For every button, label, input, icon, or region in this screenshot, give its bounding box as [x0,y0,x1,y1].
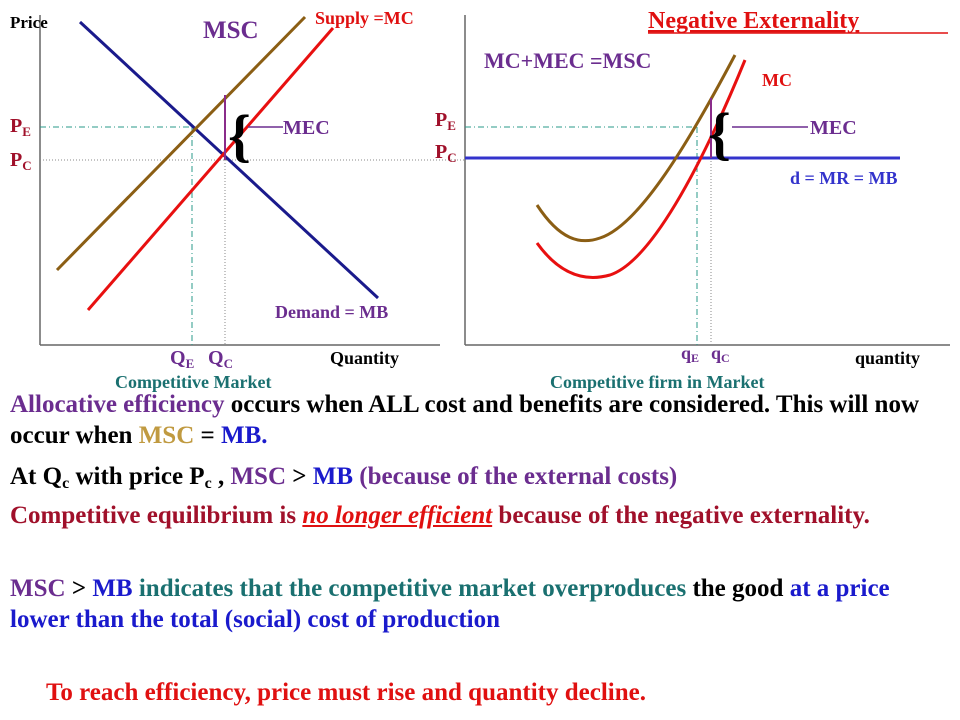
text: MSC [10,575,66,602]
text: no longer efficient [302,502,493,529]
text: with price P [69,463,205,490]
text: MB. [221,422,268,449]
diagrams: { Price MSC Supply =MC MEC Demand = MB P… [10,8,950,392]
text: occurs when ALL cost and benefits are co… [10,391,920,449]
text: MSC [138,422,195,449]
pc-label: PC [10,149,32,173]
mec-label: MEC [283,117,330,139]
text: At Q [10,463,63,490]
msc-line [55,15,307,272]
mc-label: MC [762,70,792,90]
text: at a price lower than the total (social)… [10,575,890,633]
text: Allocative efficiency [10,391,225,418]
subscript: c [204,475,212,492]
pe-label: PE [10,115,31,139]
demand-label: Demand = MB [275,302,388,322]
x-axis-label: Quantity [330,348,399,368]
x-axis-label: quantity [855,348,920,368]
text: because of the negative externality. [492,502,870,529]
paragraph: At Qc with price Pc , MSC > MB (because … [10,461,955,492]
qe-label: QE [170,347,194,371]
caption: Competitive firm in Market [550,372,764,392]
paragraph: Competitive equilibrium is no longer eff… [10,500,955,531]
text: = [194,422,222,449]
title: Negative Externality [648,8,859,34]
text: MB [92,575,133,602]
right-graph: { Negative Externality MC+MEC =MSC MC ME… [435,8,950,392]
supply-label: Supply =MC [315,8,414,28]
pc-label: PC [435,141,457,165]
brace: { [708,101,731,166]
left-graph: { Price MSC Supply =MC MEC Demand = MB P… [10,8,465,392]
pe-label: PE [435,109,456,133]
text: MSC [230,463,286,490]
demand-label: d = MR = MB [790,168,898,188]
qc-label: qC [711,343,730,365]
text: To reach efficiency, price must rise and… [46,679,646,706]
text: Competitive equilibrium is [10,502,303,529]
paragraph: Allocative efficiency occurs when ALL co… [10,389,955,451]
msc-label: MC+MEC =MSC [484,48,651,73]
msc-label: MSC [203,17,259,44]
caption: Competitive Market [115,372,271,392]
text: MB [312,463,354,490]
qe-label: qE [681,343,699,365]
y-axis-label: Price [10,13,48,32]
demand-line [78,20,380,300]
mec-label: MEC [810,117,857,139]
text: > [65,575,93,602]
subscript: c [62,475,70,492]
paragraph: MSC > MB indicates that the competitive … [10,573,955,635]
text: the good [686,575,790,602]
brace: { [228,103,251,168]
text: indicates that the competitive market ov… [132,575,687,602]
text: > [286,463,313,490]
supply-line [86,27,335,311]
text: , [211,463,231,490]
text: (because of the external costs) [353,463,678,490]
paragraph: To reach efficiency, price must rise and… [46,677,956,708]
qc-label: QC [208,347,233,371]
msc-curve [535,54,737,243]
